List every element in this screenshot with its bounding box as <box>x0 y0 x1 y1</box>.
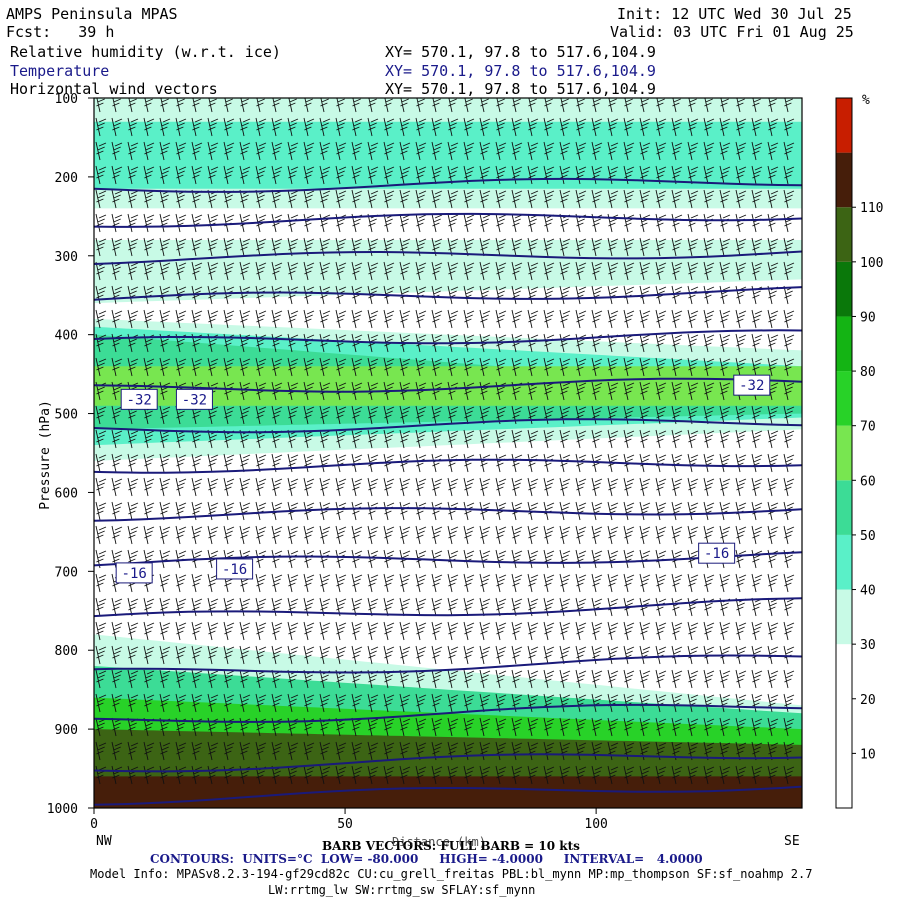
colorbar-tick-label: 40 <box>860 584 876 599</box>
rh-band-upper-core <box>94 121 802 189</box>
contour-label-box <box>698 542 736 564</box>
y-tick-label: 800 <box>55 644 78 659</box>
temperature-contour <box>94 703 802 723</box>
temperature-contour <box>94 785 802 806</box>
contour-label-box <box>120 388 158 410</box>
colorbar-tick-label: 100 <box>860 256 883 271</box>
contour-label: -32 <box>739 378 764 394</box>
y-axis: 100 200 300 400 500 600 700 800 900 1000 <box>47 92 94 817</box>
x-axis-label: Distance (km) <box>392 835 486 849</box>
y-tick-label: 600 <box>55 486 78 501</box>
wind-barbs <box>95 98 795 785</box>
x-axis: 0 50 100 <box>90 808 608 832</box>
temperature-contour <box>94 418 802 434</box>
plot-frame <box>93 97 803 809</box>
y-tick-label: 700 <box>55 565 78 580</box>
temperature-contour <box>94 654 802 674</box>
valid-time: Valid: 03 UTC Fri 01 Aug 25 <box>610 23 854 41</box>
field-xy-temperature: XY= 570.1, 97.8 to 517.6,104.9 <box>385 62 656 80</box>
y-tick-label: 200 <box>55 171 78 186</box>
x-tick-label: 100 <box>584 817 607 832</box>
colorbar-tick-label: 50 <box>860 529 876 544</box>
colorbar-unit: % <box>862 93 870 108</box>
colorbar-segment <box>836 698 852 754</box>
colorbar-segment <box>836 98 852 153</box>
colorbar: 10 20 30 40 50 60 70 80 90 100 110% <box>835 93 883 809</box>
barb-note: BARB VECTORS: FULL BARB = 10 kts <box>322 839 580 853</box>
temperature-contour <box>94 250 802 265</box>
colorbar-frame <box>835 97 853 809</box>
y-tick-label: 400 <box>55 329 78 344</box>
field-xy-rh: XY= 570.1, 97.8 to 517.6,104.9 <box>385 43 656 61</box>
field-name-temperature: Temperature <box>10 62 110 80</box>
wind-barb-layer <box>95 98 795 785</box>
contour-label-box <box>175 388 213 410</box>
init-time: Init: 12 UTC Wed 30 Jul 25 <box>617 5 852 23</box>
y-tick-label: 900 <box>55 723 78 738</box>
contour-label: -16 <box>222 562 247 578</box>
temperature-contour <box>94 212 802 228</box>
temperature-contour <box>94 597 802 618</box>
x-tick-label: 0 <box>90 817 98 832</box>
colorbar-segment <box>836 152 852 208</box>
colorbar-tick-label: 20 <box>860 693 876 708</box>
temperature-contour <box>94 177 802 193</box>
colorbar-tick-label: 70 <box>860 420 876 435</box>
nw-label: NW <box>96 834 112 849</box>
colorbar-tick-label: 10 <box>860 747 876 762</box>
colorbar-segment <box>836 371 852 426</box>
plot-title: AMPS Peninsula MPAS <box>6 5 178 23</box>
contour-labels: -32 -32 -32 -16 -16 -16 <box>115 374 771 584</box>
temperature-contour <box>94 286 802 301</box>
rh-band-mid <box>94 240 802 304</box>
temperature-contour <box>94 329 802 345</box>
colorbar-tick-label: 110 <box>860 201 883 216</box>
temperature-contour <box>94 377 802 393</box>
rh-fill-layer <box>94 98 802 808</box>
colorbar-segment <box>836 425 852 481</box>
y-tick-label: 500 <box>55 408 78 423</box>
colorbar-segment <box>836 316 852 372</box>
colorbar-tick-label: 30 <box>860 638 876 653</box>
colorbar-segment <box>836 644 852 699</box>
contour-label: -16 <box>122 566 147 582</box>
contour-label: -16 <box>704 546 729 562</box>
contour-label-box <box>733 374 771 396</box>
temperature-contour <box>94 507 802 522</box>
colorbar-segment <box>836 261 852 317</box>
temperature-contour <box>94 551 802 567</box>
colorbar-segment <box>836 589 852 645</box>
contour-label-box <box>216 558 254 580</box>
field-xy-wind: XY= 570.1, 97.8 to 517.6,104.9 <box>385 80 656 98</box>
colorbar-segment <box>836 534 852 590</box>
y-axis-label: Pressure (hPa) <box>38 400 53 510</box>
rh-band-lower-max <box>94 366 802 406</box>
model-info-line-1: Model Info: MPASv8.2.3-194-gf29cd82c CU:… <box>90 867 813 881</box>
field-name-wind: Horizontal wind vectors <box>10 80 218 98</box>
y-tick-label: 300 <box>55 250 78 265</box>
contour-label: -32 <box>182 392 207 408</box>
colorbar-segment <box>836 480 852 535</box>
colorbar-segment <box>836 753 852 808</box>
colorbar-tick-label: 90 <box>860 310 876 325</box>
contour-label: -32 <box>127 392 152 408</box>
rh-band-surface-min <box>94 776 802 808</box>
y-tick-label: 100 <box>55 92 78 107</box>
colorbar-segment <box>836 207 852 262</box>
contour-label-box <box>115 562 153 584</box>
se-label: SE <box>784 834 800 849</box>
temperature-contour <box>94 753 802 773</box>
field-name-rh: Relative humidity (w.r.t. ice) <box>10 43 281 61</box>
temperature-contour <box>94 458 802 474</box>
temperature-contour-layer <box>94 177 802 806</box>
y-tick-label: 1000 <box>47 802 78 817</box>
colorbar-tick-label: 80 <box>860 365 876 380</box>
model-info-line-2: LW:rrtmg_lw SW:rrtmg_sw SFLAY:sf_mynn <box>268 883 536 897</box>
x-tick-label: 50 <box>337 817 353 832</box>
contour-info: CONTOURS: UNITS=°C LOW= -80.000 HIGH= -4… <box>150 852 703 866</box>
colorbar-tick-label: 60 <box>860 474 876 489</box>
forecast-hour: Fcst: 39 h <box>6 23 115 41</box>
